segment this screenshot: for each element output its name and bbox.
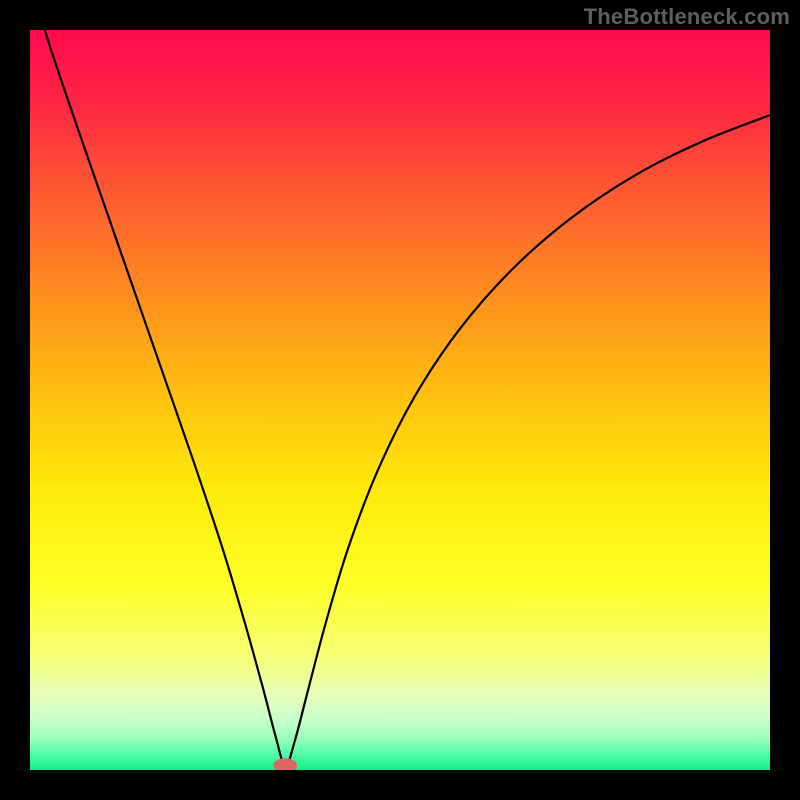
chart-container: TheBottleneck.com: [0, 0, 800, 800]
bottleneck-chart: [0, 0, 800, 800]
watermark-text: TheBottleneck.com: [584, 4, 790, 30]
gradient-background: [30, 30, 770, 770]
